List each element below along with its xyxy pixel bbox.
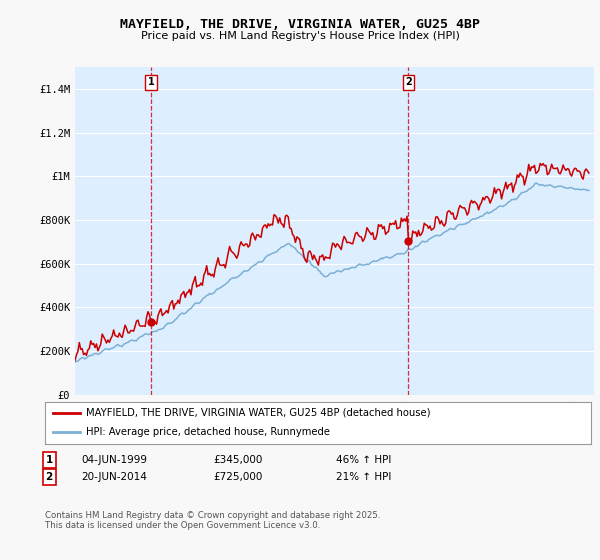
Text: HPI: Average price, detached house, Runnymede: HPI: Average price, detached house, Runn… xyxy=(86,427,330,437)
Text: MAYFIELD, THE DRIVE, VIRGINIA WATER, GU25 4BP: MAYFIELD, THE DRIVE, VIRGINIA WATER, GU2… xyxy=(120,18,480,31)
Text: 1: 1 xyxy=(46,455,53,465)
Text: Price paid vs. HM Land Registry's House Price Index (HPI): Price paid vs. HM Land Registry's House … xyxy=(140,31,460,41)
Text: £725,000: £725,000 xyxy=(213,472,262,482)
Text: 21% ↑ HPI: 21% ↑ HPI xyxy=(336,472,391,482)
Text: 20-JUN-2014: 20-JUN-2014 xyxy=(81,472,147,482)
Text: 46% ↑ HPI: 46% ↑ HPI xyxy=(336,455,391,465)
Text: £345,000: £345,000 xyxy=(213,455,262,465)
Text: 2: 2 xyxy=(405,77,412,87)
Text: Contains HM Land Registry data © Crown copyright and database right 2025.
This d: Contains HM Land Registry data © Crown c… xyxy=(45,511,380,530)
Text: 1: 1 xyxy=(148,77,154,87)
Text: MAYFIELD, THE DRIVE, VIRGINIA WATER, GU25 4BP (detached house): MAYFIELD, THE DRIVE, VIRGINIA WATER, GU2… xyxy=(86,408,430,418)
Text: 04-JUN-1999: 04-JUN-1999 xyxy=(81,455,147,465)
Text: 2: 2 xyxy=(46,472,53,482)
